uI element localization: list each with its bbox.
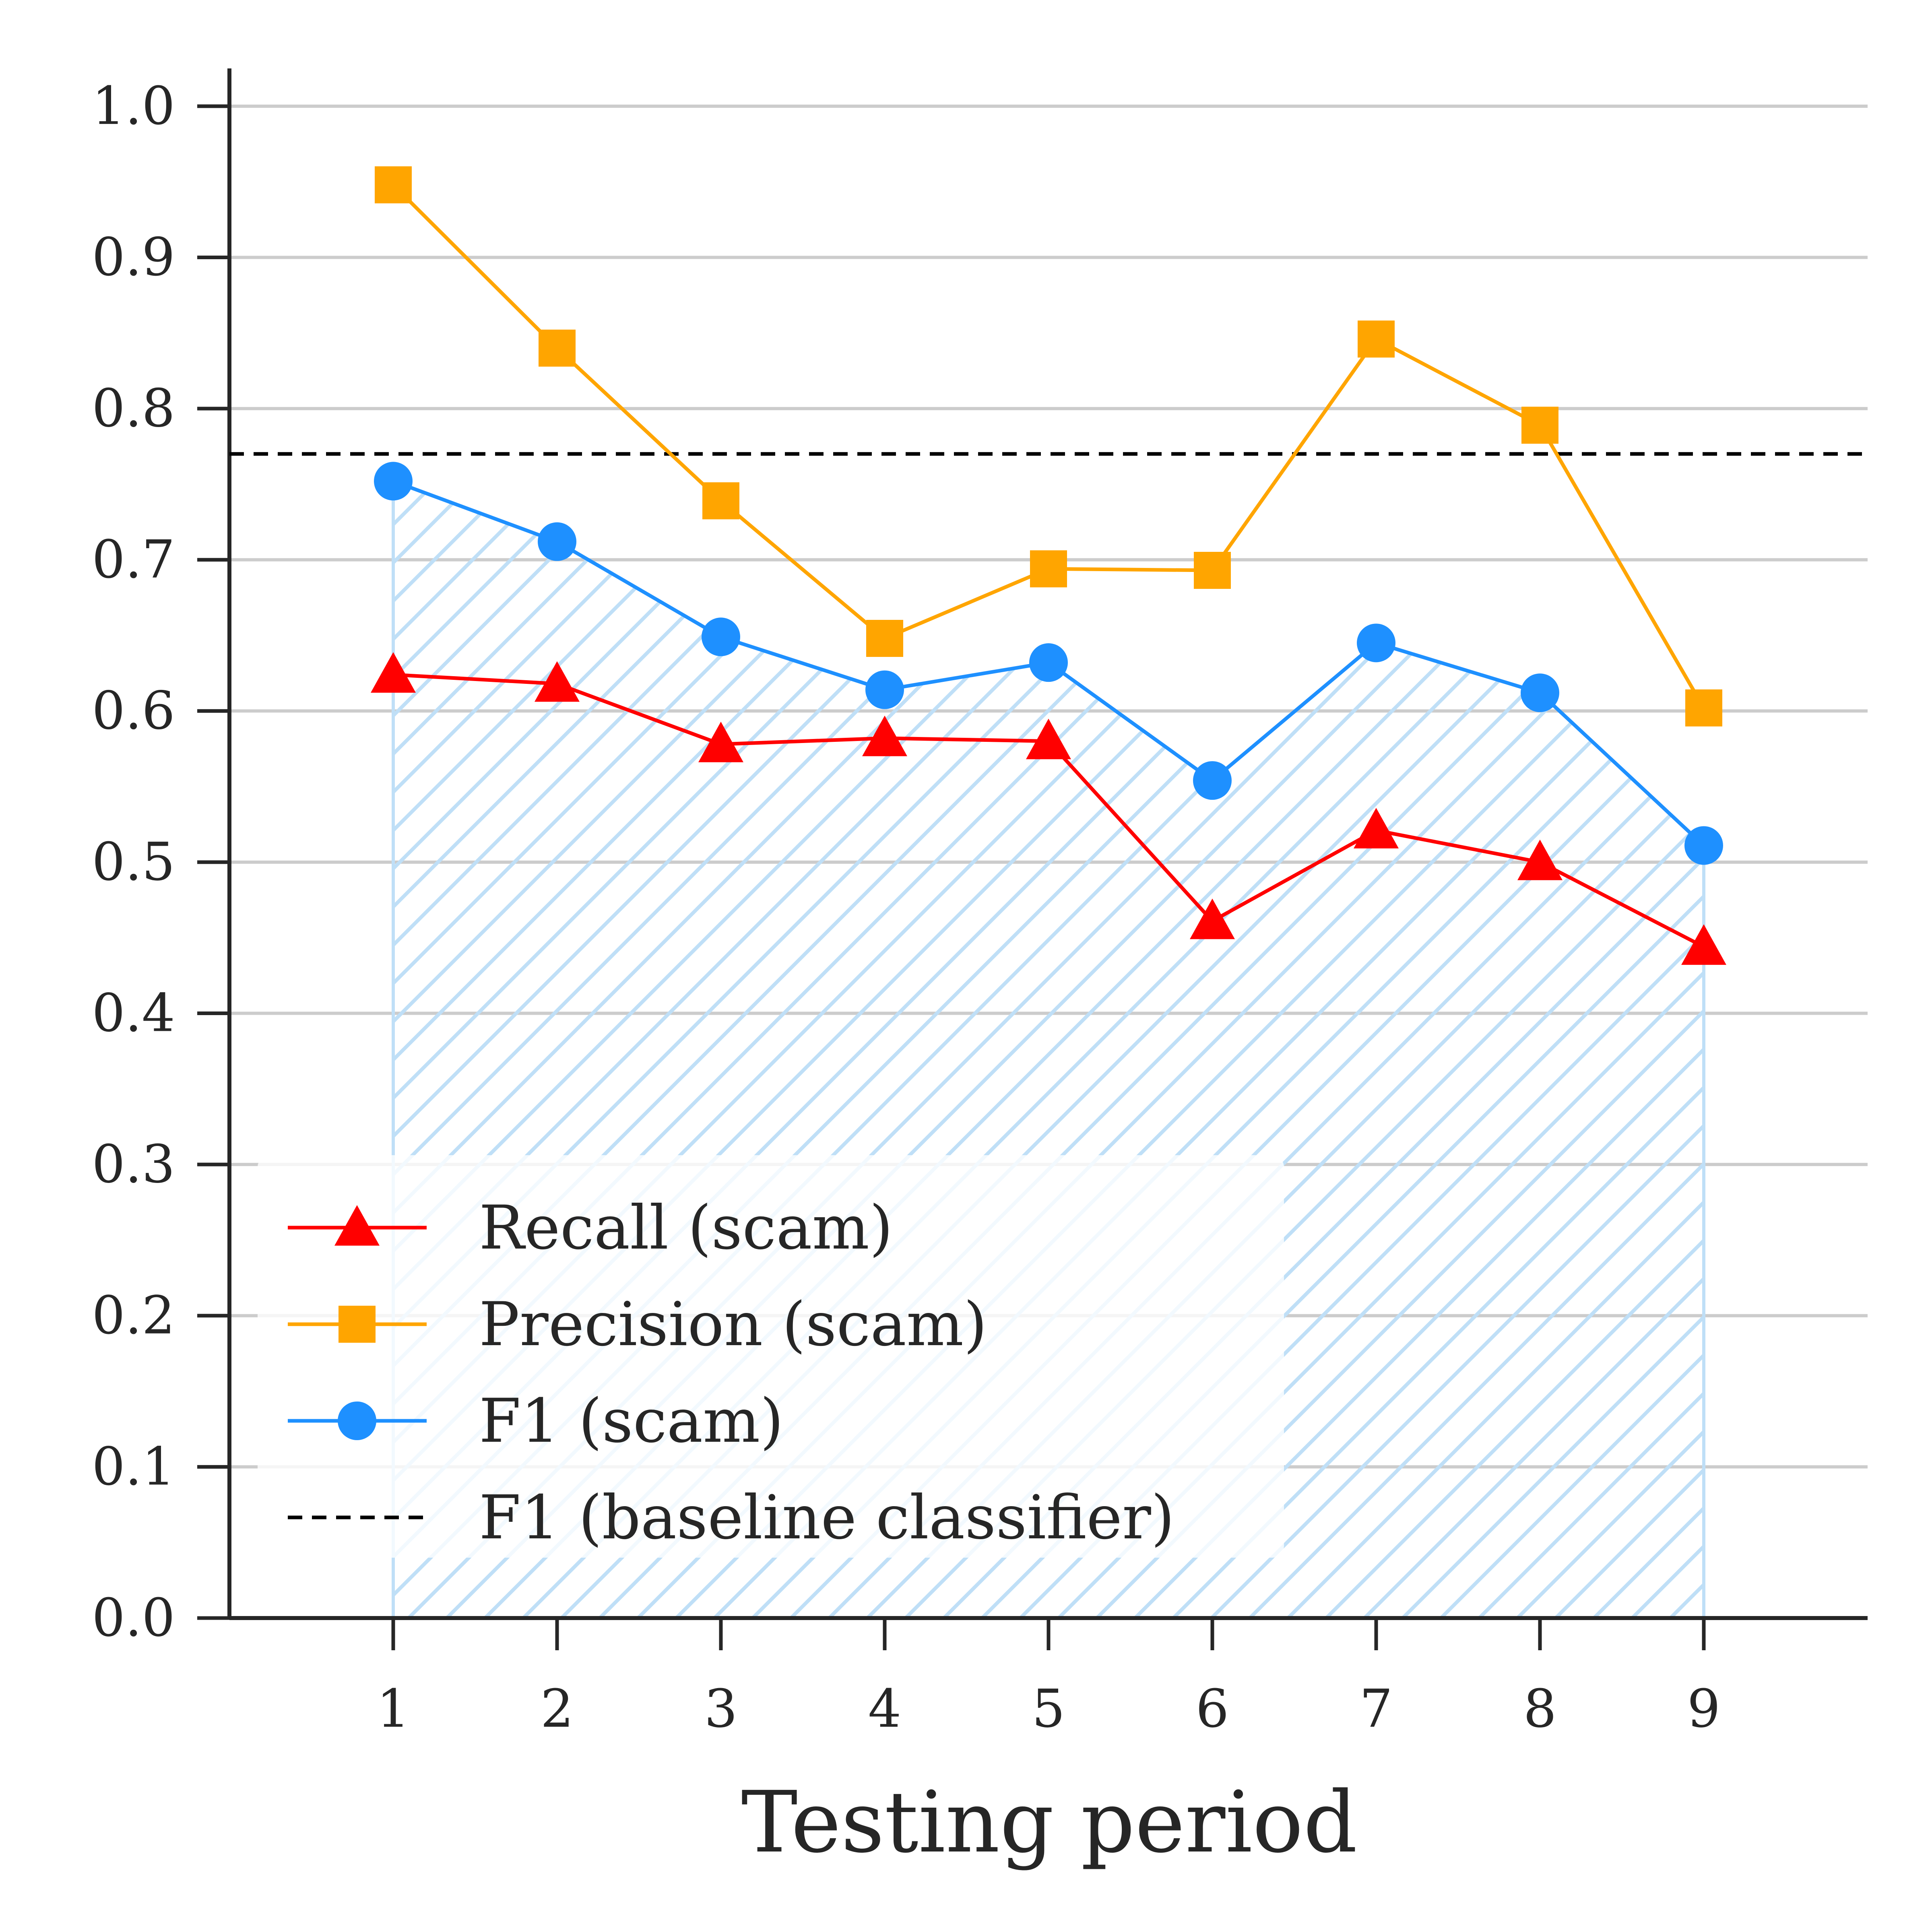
y-tick-label: 0.6 (92, 680, 175, 741)
recall-scam-point (698, 721, 743, 762)
x-tick-label: 4 (868, 1678, 902, 1739)
legend-marker (338, 1402, 376, 1440)
x-tick-label: 9 (1687, 1678, 1721, 1739)
legend: Recall (scam) Precision (scam) F1 (scam) F1… (258, 1155, 1284, 1558)
x-tick-label: 1 (377, 1678, 410, 1739)
f1-scam-point (865, 670, 904, 709)
recall-scam-point (1190, 898, 1235, 939)
recall-scam-point (862, 715, 907, 756)
precision-scam-point (1521, 407, 1558, 444)
f1-scam-point (1357, 623, 1395, 663)
recall-scam-point (1354, 808, 1399, 848)
x-tick-label: 6 (1196, 1678, 1229, 1739)
x-tick-label: 2 (541, 1678, 574, 1739)
f1-scam-point (1684, 826, 1723, 865)
recall-scam-point (1517, 839, 1563, 880)
y-tick-label: 0.7 (92, 529, 175, 590)
axes: 0.0 0.1 0.2 0.3 0.4 0.5 0.6 0.7 0.8 0.9 1.0 1 2 3 4 5 6 7… (92, 68, 1868, 1739)
y-tick-label: 0.0 (92, 1587, 175, 1648)
f1-scam-point (702, 617, 740, 656)
y-tick-label: 0.4 (92, 983, 175, 1044)
recall-scam-point (371, 652, 416, 693)
legend-box (258, 1155, 1284, 1558)
x-axis-title: Testing period (741, 1773, 1358, 1872)
f1-scam-point (538, 522, 576, 561)
recall-scam-point (1681, 924, 1726, 965)
y-tick-label: 0.5 (92, 831, 175, 892)
precision-scam-point (539, 329, 576, 367)
precision-scam-point (1194, 552, 1231, 589)
y-tick-label: 0.2 (92, 1285, 175, 1346)
y-tick-label: 0.3 (92, 1133, 175, 1195)
y-tick-label: 0.8 (92, 378, 175, 439)
precision-scam-point (375, 166, 412, 204)
precision-scam-point (1358, 320, 1395, 358)
legend-label: F1 (baseline classifier) (479, 1483, 1174, 1553)
y-tick-label: 0.1 (92, 1436, 175, 1497)
f1-scam-point (1193, 761, 1232, 800)
legend-label: F1 (scam) (479, 1386, 784, 1456)
f1-scam-point (1521, 673, 1559, 712)
y-tick-label: 0.9 (92, 227, 175, 288)
y-tick-label: 1.0 (92, 75, 175, 136)
legend-label: Precision (scam) (479, 1290, 987, 1360)
x-tick-label: 7 (1360, 1678, 1393, 1739)
precision-scam-point (1685, 689, 1722, 727)
series-lines (229, 166, 1868, 965)
f1-scam-point (374, 462, 413, 501)
x-tick-label: 3 (704, 1678, 738, 1739)
x-tick-label: 5 (1032, 1678, 1065, 1739)
x-tick-label: 8 (1523, 1678, 1557, 1739)
legend-marker (339, 1306, 376, 1343)
legend-label: Recall (scam) (479, 1193, 893, 1263)
recall-scam-point (1026, 718, 1071, 760)
f1-scam-point (1029, 643, 1068, 682)
precision-scam-point (1030, 550, 1067, 588)
precision-scam-point (702, 482, 739, 520)
legend-marker (334, 1205, 380, 1246)
recall-scam-point (535, 661, 580, 702)
precision-scam-point (866, 620, 903, 657)
